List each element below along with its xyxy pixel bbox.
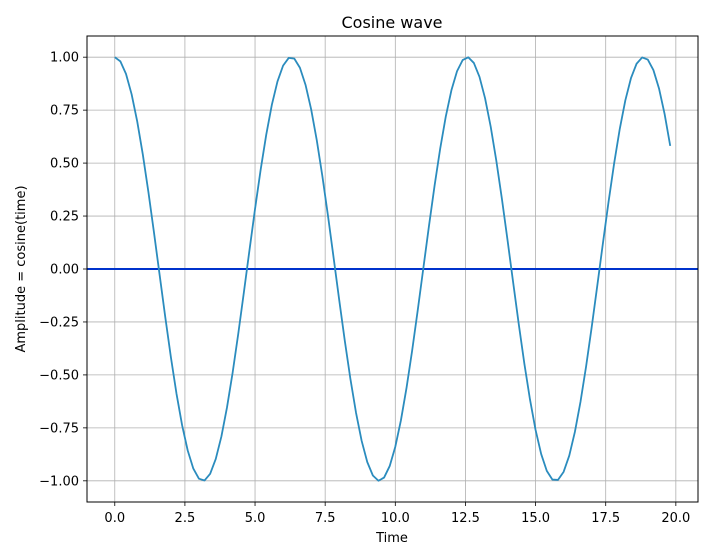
y-tick-label: 0.50 [50,157,79,172]
y-tick-label: −0.75 [39,421,79,436]
x-tick-label: 2.5 [175,511,196,526]
x-tick-label: 5.0 [245,511,266,526]
x-tick-label: 7.5 [315,511,336,526]
x-tick-label: 17.5 [591,511,620,526]
x-tick-label: 10.0 [381,511,410,526]
y-tick-label: −1.00 [39,474,79,489]
x-axis-label: Time [375,531,408,546]
x-axis-ticks: 0.0 2.5 5.0 7.5 10.0 12.5 15.0 17.5 20.0 [104,502,690,526]
y-tick-label: 0.25 [50,210,79,225]
y-tick-label: −0.25 [39,315,79,330]
series-layer [87,56,698,482]
y-tick-label: −0.50 [39,368,79,383]
y-tick-label: 0.75 [50,104,79,119]
x-tick-label: 0.0 [104,511,125,526]
chart-title: Cosine wave [341,13,442,32]
y-tick-label: 1.00 [50,51,79,66]
x-tick-label: 12.5 [451,511,480,526]
x-tick-label: 15.0 [521,511,550,526]
y-axis-label: Amplitude = cosine(time) [14,185,29,352]
y-axis-ticks: 1.00 0.75 0.50 0.25 0.00 −0.25 −0.50 −0.75 −1.00 [39,51,87,489]
cosine-series-line [114,56,672,482]
x-tick-label: 20.0 [661,511,690,526]
y-tick-label: 0.00 [50,263,79,278]
